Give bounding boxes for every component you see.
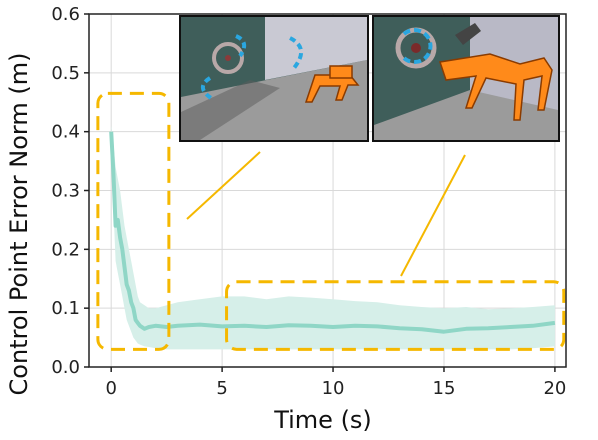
y-tick-label: 0.2	[51, 239, 80, 260]
highlight-box	[96, 91, 171, 351]
x-tick-label: 5	[216, 378, 227, 399]
inset-image-turning	[372, 15, 560, 142]
inset-image-approach	[179, 15, 369, 142]
x-tick-label: 0	[105, 378, 116, 399]
highlight-layer	[96, 91, 566, 351]
mean-error-line	[109, 131, 556, 334]
x-tick-label: 10	[322, 378, 345, 399]
y-tick-label: 0.3	[51, 181, 80, 202]
highlight-box	[225, 280, 566, 351]
axes-layer: 0 5 10 15 20 0.0 0.1 0.2 0.3 0.4 0.5 0.6	[51, 4, 567, 399]
y-tick-label: 0.4	[51, 122, 80, 143]
connector-lines	[186, 151, 466, 277]
x-axis-label: Time (s)	[273, 406, 372, 434]
line-layer	[109, 131, 556, 334]
y-tick-label: 0.1	[51, 298, 80, 319]
y-tick-label: 0.5	[51, 63, 80, 84]
y-tick-label: 0.0	[51, 357, 80, 378]
x-tick-label: 15	[433, 378, 456, 399]
y-axis-label: Control Point Error Norm (m)	[5, 53, 33, 396]
x-tick-label: 20	[543, 378, 566, 399]
y-tick-label: 0.6	[51, 4, 80, 25]
